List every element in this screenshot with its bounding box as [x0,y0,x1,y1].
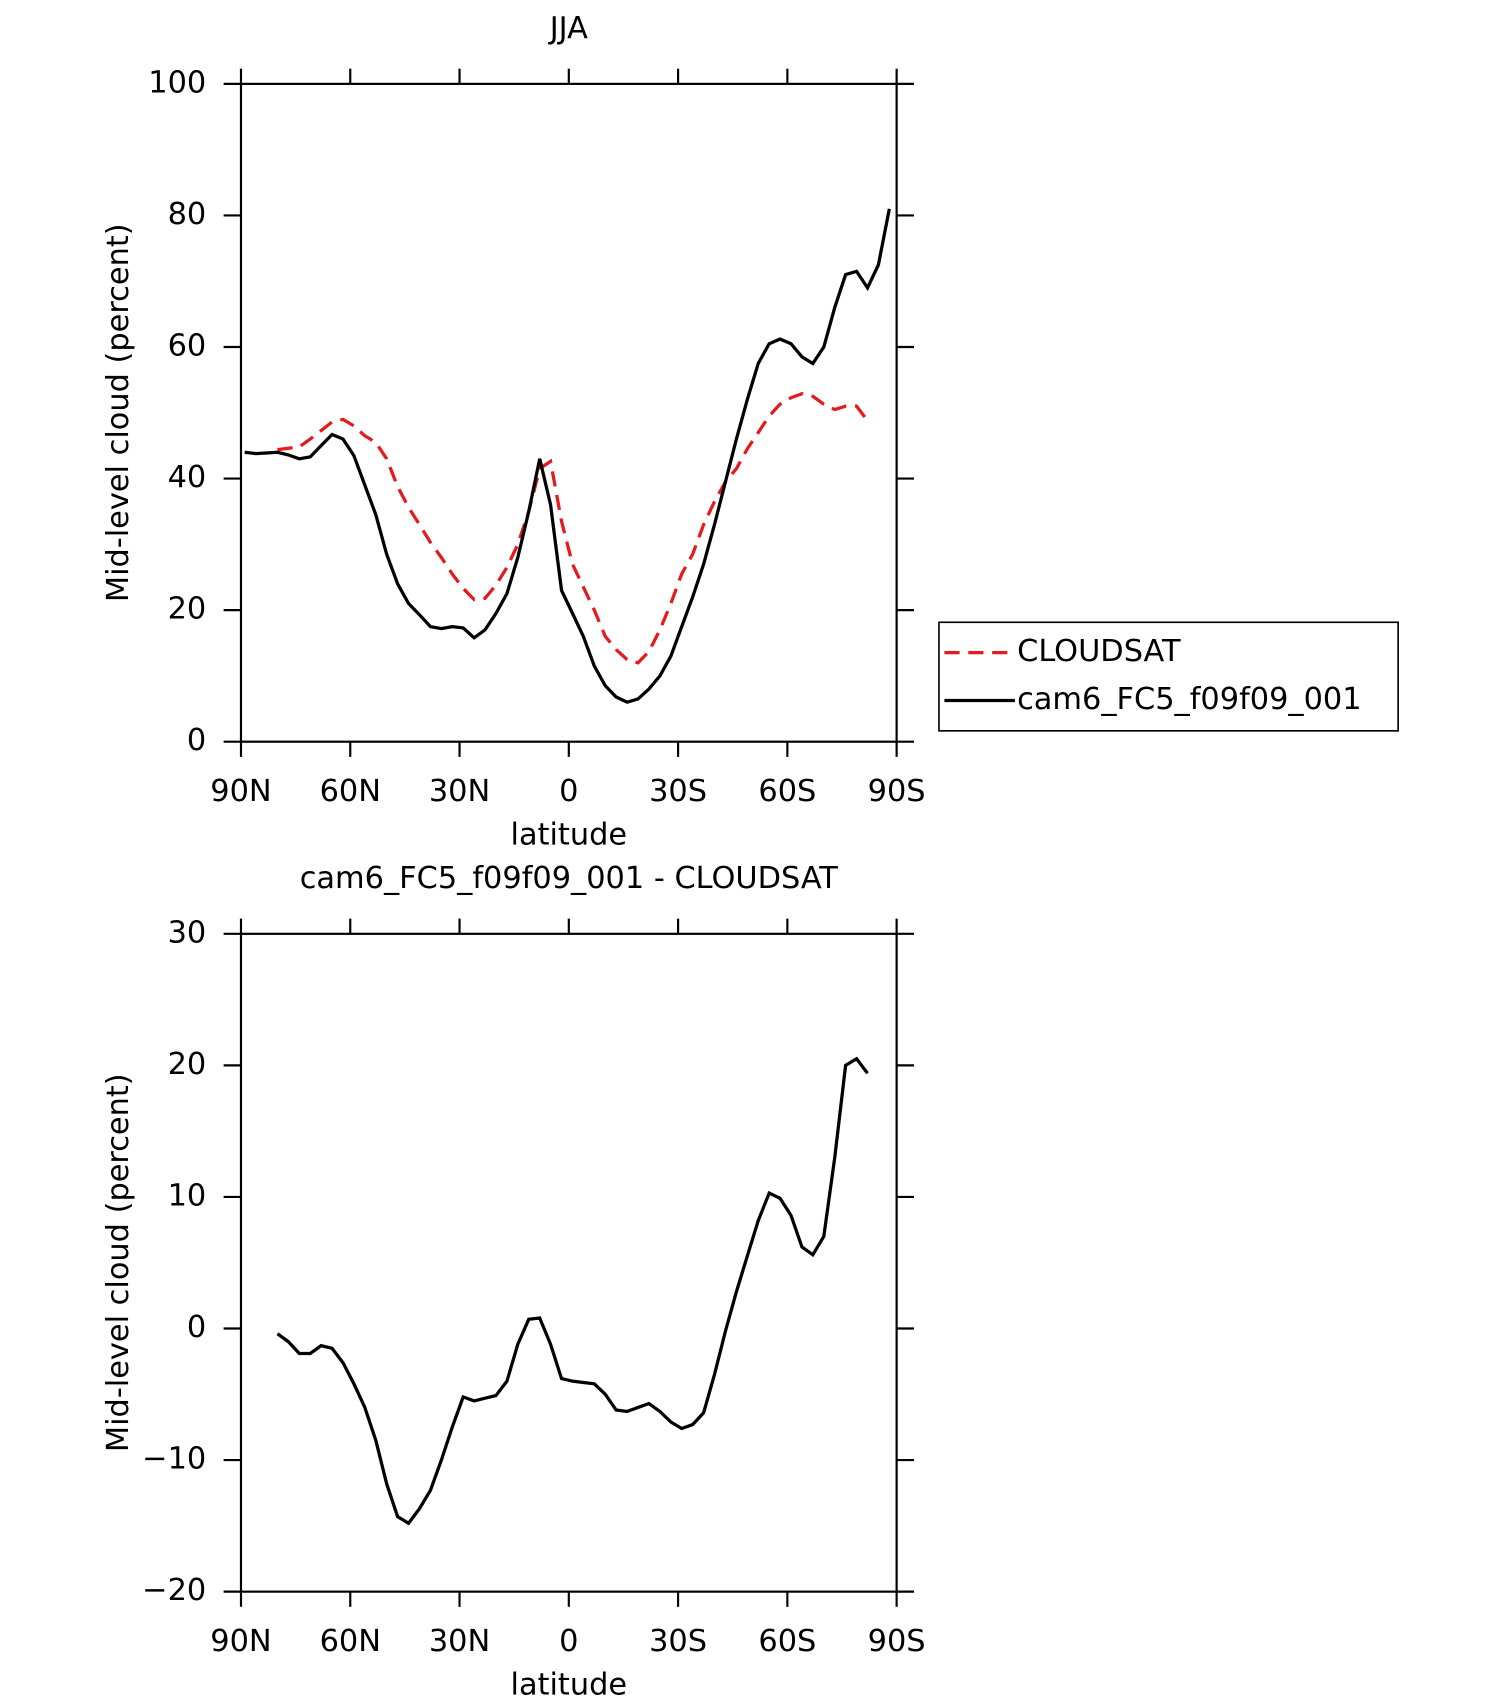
x-tick-label: 60N [320,774,381,809]
y-tick-label: 10 [168,1178,207,1213]
y-tick-label: −20 [142,1573,206,1608]
y-tick-label: 40 [168,460,207,495]
y-tick-label: 100 [148,65,206,100]
x-tick-label: 90N [210,1624,271,1659]
x-tick-label: 0 [559,774,578,809]
x-axis-label: latitude [511,1668,628,1703]
legend-label: cam6_FC5_f09f09_001 [1017,682,1361,717]
x-tick-label: 90S [868,774,926,809]
chart-title: JJA [548,11,588,46]
x-tick-label: 30S [649,1624,707,1659]
x-tick-label: 30S [649,774,707,809]
chart-title: cam6_FC5_f09f09_001 - CLOUDSAT [300,861,839,896]
x-tick-label: 60N [320,1624,381,1659]
x-tick-label: 60S [758,1624,816,1659]
x-tick-label: 30N [429,774,490,809]
x-tick-label: 90S [868,1624,926,1659]
y-tick-label: 20 [168,592,207,627]
data-line [276,1056,869,1526]
legend-label: CLOUDSAT [1017,634,1181,669]
plot-frame [239,932,898,1593]
y-axis-label: Mid-level cloud (percent) [101,1073,136,1452]
y-tick-label: −10 [142,1442,206,1477]
y-tick-label: 30 [168,915,207,950]
y-tick-label: 20 [168,1047,207,1082]
x-tick-label: 90N [210,774,271,809]
x-tick-label: 30N [429,1624,490,1659]
y-tick-label: 60 [168,329,207,364]
legend-box [938,621,1399,732]
x-tick-label: 0 [559,1624,578,1659]
y-tick-label: 0 [187,1310,206,1345]
y-axis-label: Mid-level cloud (percent) [101,223,136,602]
y-tick-label: 80 [168,197,207,232]
y-tick-label: 0 [187,723,206,758]
x-axis-label: latitude [511,818,628,853]
x-tick-label: 60S [758,774,816,809]
data-line [244,208,891,704]
data-line [277,391,869,665]
plot-frame [239,82,898,743]
